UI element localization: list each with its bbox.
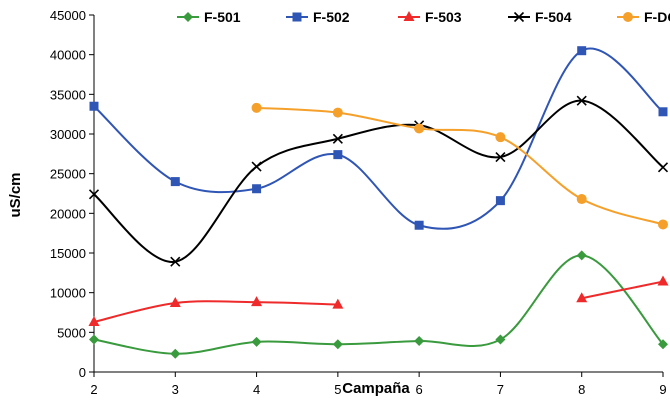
marker-x (513, 11, 525, 23)
x-tick-label: 8 (578, 382, 585, 397)
marker-square (333, 150, 343, 160)
y-axis-title: uS/cm (7, 172, 24, 217)
marker-circle (658, 219, 668, 230)
legend-label-F-504: F-504 (535, 9, 572, 25)
marker-diamond (414, 336, 425, 347)
y-tick-label: 5000 (57, 325, 86, 340)
marker-square (495, 196, 505, 206)
y-tick-label: 25000 (50, 167, 86, 182)
marker-x (332, 133, 343, 144)
marker-square (577, 46, 587, 56)
marker-triangle (332, 298, 344, 309)
series-line-F-504 (93, 99, 664, 263)
series-line-F-DGI (256, 106, 664, 226)
x-tick-labels: 2 3 4 5 6 7 8 9 (90, 382, 666, 397)
marker-diamond (170, 348, 181, 359)
marker-x (576, 95, 587, 106)
marker-diamond (576, 250, 587, 261)
marker-triangle (657, 275, 669, 286)
marker-circle (495, 132, 506, 143)
y-tick-label: 20000 (50, 206, 86, 221)
marker-diamond (658, 339, 668, 350)
x-tick-label: 2 (90, 382, 97, 397)
x-tick-label: 3 (172, 382, 179, 397)
legend-label-F-502: F-502 (313, 9, 350, 25)
marker-circle (623, 12, 633, 22)
marker-circle (414, 123, 425, 134)
y-tick-label: 0 (79, 365, 86, 380)
x-tick-label: 4 (253, 382, 260, 397)
marker-circle (332, 107, 343, 118)
marker-diamond (332, 339, 343, 350)
legend-label-F-503: F-503 (425, 9, 462, 25)
marker-diamond (495, 334, 506, 345)
series-markers (88, 46, 669, 359)
legend-label-F-501: F-501 (204, 9, 241, 25)
x-tick-label: 5 (334, 382, 341, 397)
marker-circle (576, 194, 587, 205)
marker-triangle (88, 316, 100, 327)
marker-x (657, 162, 669, 173)
series-line-F-503 (93, 300, 338, 323)
marker-x (170, 256, 181, 267)
marker-diamond (183, 12, 193, 22)
y-tick-label: 30000 (50, 127, 86, 142)
legend: F-501 F-502 F-503 F-504 F-DGI (177, 9, 670, 25)
legend-label-F-DGI: F-DGI (644, 9, 670, 25)
marker-triangle (576, 292, 588, 303)
y-tick-label: 40000 (50, 48, 86, 63)
x-tick-label: 7 (497, 382, 504, 397)
marker-square (292, 12, 302, 22)
marker-circle (251, 102, 262, 113)
marker-triangle (251, 296, 263, 307)
y-tick-label: 15000 (50, 246, 86, 261)
marker-square (252, 184, 262, 194)
y-tick-label: 35000 (50, 87, 86, 102)
marker-square (170, 177, 180, 187)
x-tick-label: 6 (416, 382, 423, 397)
y-tick-labels: 0 5000 10000 15000 20000 25000 30000 35000 40000… (50, 8, 86, 380)
marker-diamond (89, 334, 99, 345)
y-tick-label: 10000 (50, 286, 86, 301)
marker-square (658, 107, 668, 117)
marker-diamond (251, 336, 262, 347)
marker-x (88, 189, 100, 200)
marker-triangle (169, 296, 181, 307)
marker-x (495, 151, 506, 163)
series-line-F-503 (581, 280, 664, 300)
x-tick-label: 9 (659, 382, 666, 397)
marker-triangle (403, 11, 415, 21)
marker-x (251, 161, 262, 172)
x-axis-title: Campaña (342, 380, 410, 397)
marker-square (89, 101, 99, 111)
marker-square (414, 220, 424, 230)
y-tick-label: 45000 (50, 8, 86, 23)
